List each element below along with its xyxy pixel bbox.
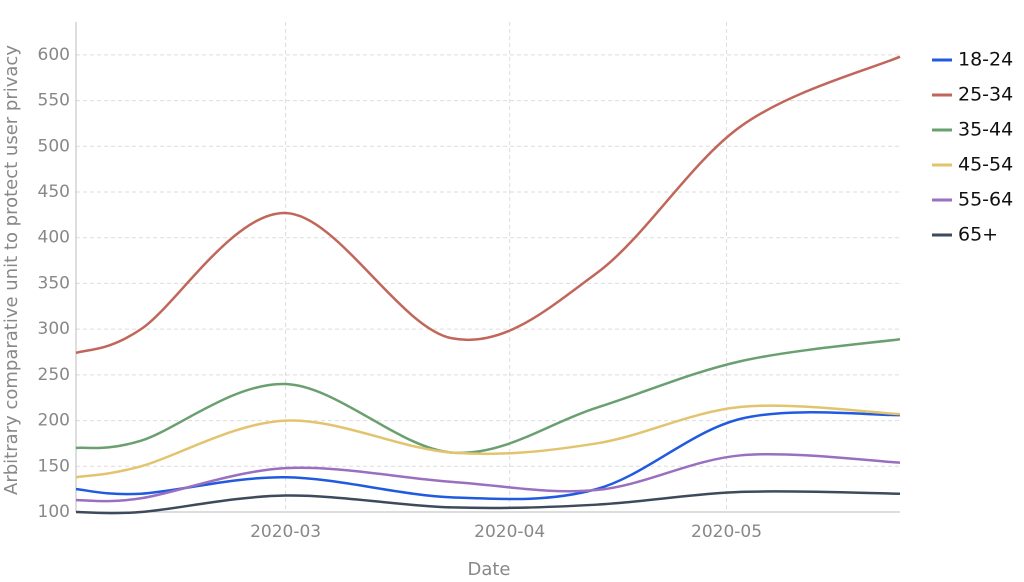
- legend-label: 45-54: [958, 154, 1013, 176]
- x-axis-label: Date: [467, 559, 510, 578]
- series-line: [75, 55, 901, 355]
- legend-label: 55-64: [958, 189, 1013, 211]
- y-tick-label: 600: [38, 45, 70, 65]
- y-tick-label: 550: [38, 91, 70, 111]
- x-tick-label: 2020-03: [250, 522, 321, 542]
- y-tick-label: 400: [38, 228, 70, 248]
- series-line: [75, 337, 901, 455]
- x-tick-label: 2020-04: [474, 522, 545, 542]
- y-tick-label: 150: [38, 456, 70, 476]
- legend-label: 18-24: [958, 49, 1013, 71]
- y-tick-label: 300: [38, 319, 70, 339]
- legend-label: 35-44: [958, 119, 1013, 141]
- y-tick-label: 200: [38, 411, 70, 431]
- y-axis-label: Arbitrary comparative unit to protect us…: [1, 45, 22, 495]
- legend-label: 65+: [958, 224, 998, 246]
- y-tick-label: 350: [38, 273, 70, 293]
- x-tick-label: 2020-05: [691, 522, 762, 542]
- y-tick-label: 500: [38, 136, 70, 156]
- y-tick-label: 450: [38, 182, 70, 202]
- series-line: [75, 490, 901, 515]
- y-tick-label: 100: [38, 502, 70, 522]
- y-tick-label: 250: [38, 365, 70, 385]
- series-line: [75, 411, 901, 501]
- legend-label: 25-34: [958, 84, 1013, 106]
- series-line: [75, 404, 901, 479]
- series-line: [75, 452, 901, 503]
